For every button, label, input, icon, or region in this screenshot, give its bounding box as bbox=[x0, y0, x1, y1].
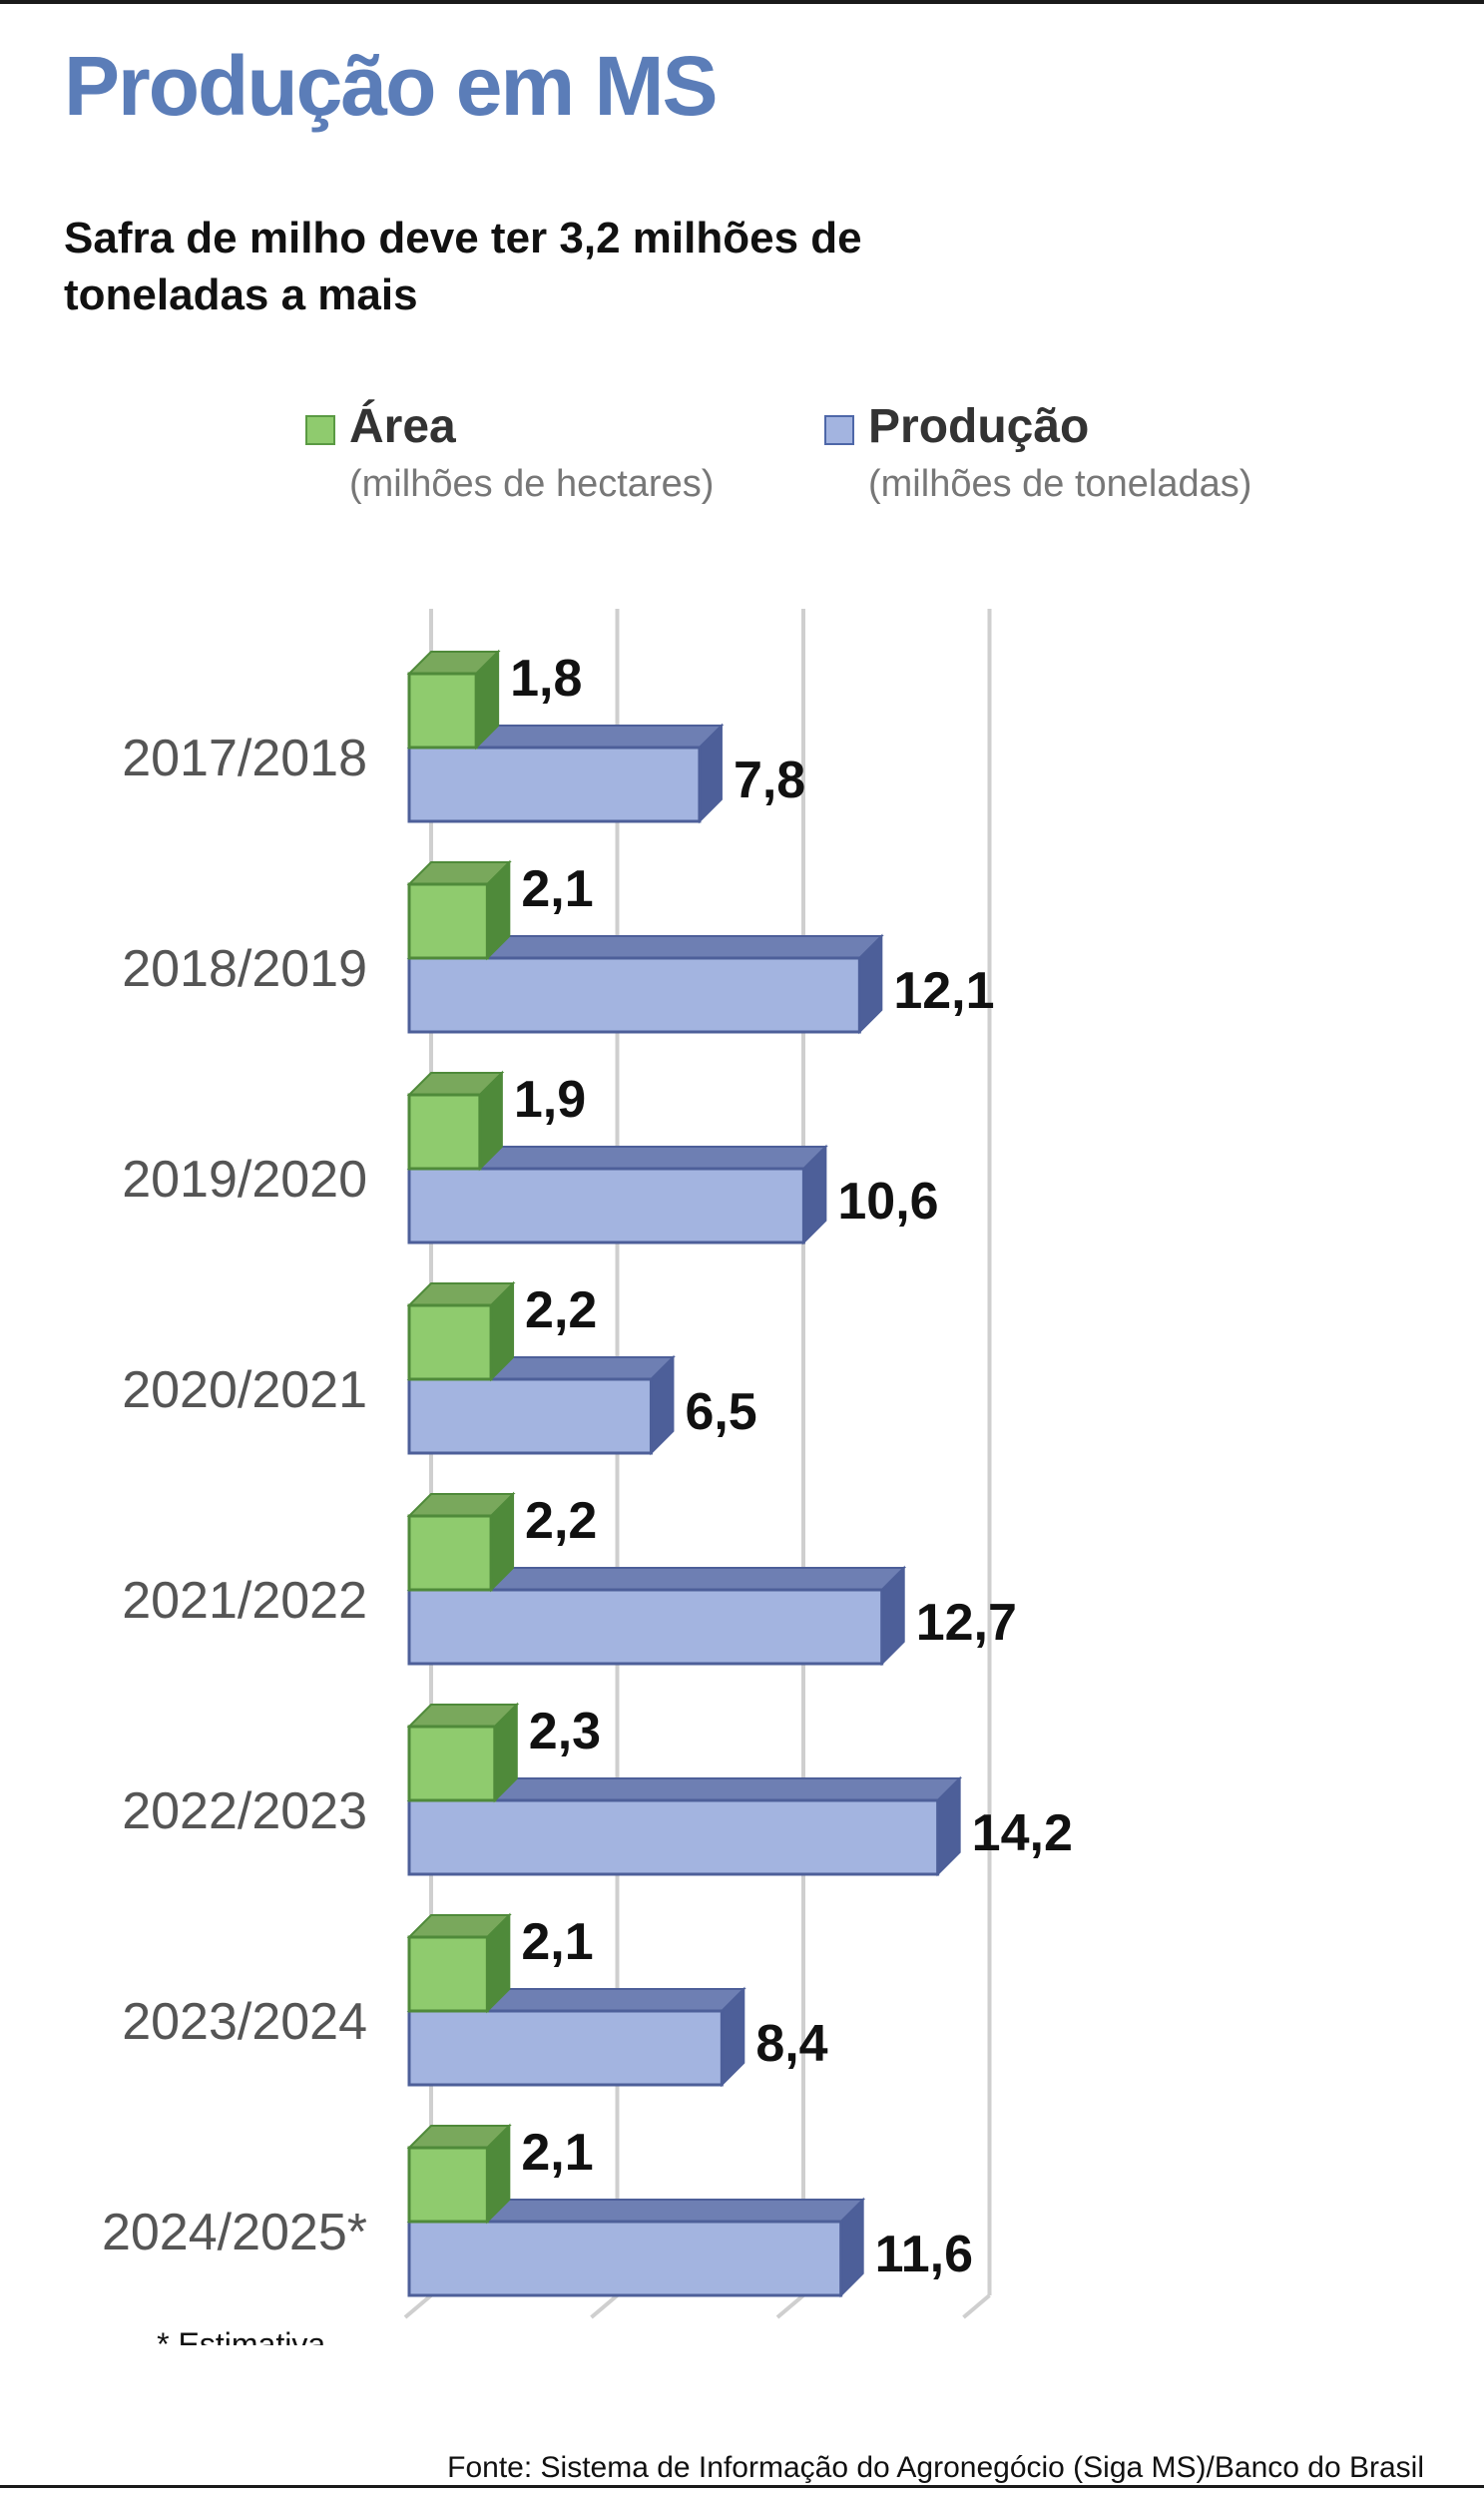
area-bar bbox=[407, 1093, 482, 1171]
area-bar bbox=[407, 1725, 497, 1802]
area-bar bbox=[407, 672, 478, 749]
area-bar bbox=[407, 2146, 489, 2224]
legend-area-unit: (milhões de hectares) bbox=[349, 463, 715, 505]
production-value-label: 6,5 bbox=[685, 1383, 756, 1441]
area-value-label: 2,2 bbox=[525, 1281, 597, 1339]
category-label: 2020/2021 bbox=[122, 1361, 367, 1419]
area-bar bbox=[407, 882, 489, 960]
area-value-label: 2,1 bbox=[521, 2124, 593, 2182]
production-value-label: 14,2 bbox=[972, 1804, 1073, 1862]
bottom-rule bbox=[0, 2485, 1484, 2488]
production-value-label: 8,4 bbox=[755, 2015, 827, 2073]
area-value-label: 2,3 bbox=[529, 1703, 601, 1760]
area-bar bbox=[407, 1514, 493, 1592]
category-label: 2022/2023 bbox=[122, 1782, 367, 1840]
area-value-label: 2,1 bbox=[521, 860, 593, 918]
top-rule bbox=[0, 0, 1484, 4]
production-bar bbox=[407, 956, 861, 1034]
production-value-label: 12,7 bbox=[916, 1594, 1017, 1652]
production-value-label: 11,6 bbox=[875, 2226, 973, 2283]
area-value-label: 1,8 bbox=[510, 650, 582, 708]
bar-chart: 2017/2018 7,8 1,8 2018/2019 12,1 2,1 2019/2020… bbox=[102, 609, 1073, 2345]
production-bar bbox=[407, 1167, 805, 1245]
production-bar bbox=[407, 1377, 653, 1455]
production-bar bbox=[407, 746, 702, 823]
category-label: 2018/2019 bbox=[122, 940, 367, 998]
area-bar bbox=[407, 1935, 489, 2013]
area-value-label: 2,1 bbox=[521, 1913, 593, 1971]
production-value-label: 12,1 bbox=[893, 962, 994, 1020]
legend-production-name: Produção bbox=[868, 400, 1090, 453]
production-bar bbox=[407, 2220, 843, 2297]
area-swatch-icon bbox=[305, 415, 335, 445]
production-bar bbox=[407, 2009, 724, 2087]
area-value-label: 1,9 bbox=[514, 1071, 586, 1129]
area-value-label: 2,2 bbox=[525, 1492, 597, 1550]
production-value-label: 7,8 bbox=[734, 751, 805, 809]
chart-subtitle: Safra de milho deve ter 3,2 milhões de t… bbox=[64, 214, 862, 320]
legend-production-unit: (milhões de toneladas) bbox=[868, 463, 1252, 505]
production-value-label: 10,6 bbox=[837, 1173, 938, 1231]
category-label: 2017/2018 bbox=[122, 730, 367, 787]
gridline-foot bbox=[775, 2293, 805, 2319]
gridline-foot bbox=[962, 2293, 991, 2319]
footnote: * Estimativa. bbox=[157, 2326, 334, 2345]
source-note: Fonte: Sistema de Informação do Agronegó… bbox=[447, 2451, 1424, 2484]
category-label: 2024/2025* bbox=[102, 2204, 367, 2261]
chart-title: Produção em MS bbox=[64, 39, 718, 133]
category-label: 2019/2020 bbox=[122, 1151, 367, 1209]
legend-area-name: Área bbox=[349, 400, 456, 453]
gridline-foot bbox=[590, 2293, 619, 2319]
production-swatch-icon bbox=[824, 415, 854, 445]
category-label: 2023/2024 bbox=[122, 1993, 367, 2051]
production-bar bbox=[407, 1588, 884, 1666]
category-label: 2021/2022 bbox=[122, 1572, 367, 1630]
area-bar bbox=[407, 1303, 493, 1381]
gridline-foot bbox=[403, 2293, 433, 2319]
production-bar bbox=[407, 1798, 940, 1876]
